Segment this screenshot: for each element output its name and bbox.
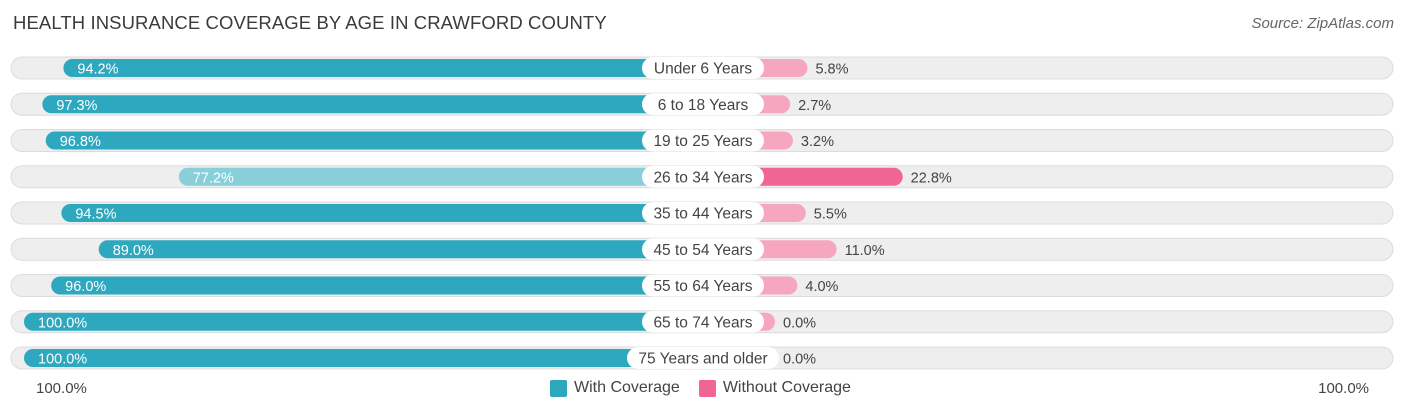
- category-pill-65-to-74-years: [642, 310, 764, 333]
- bar-with-coverage-75-years-and-older: [24, 349, 703, 367]
- value-label-with-coverage-55-to-64-years: 96.0%: [65, 279, 106, 295]
- chart-plot: Under 6 Years 94.2% 5.8% 6 to 18 Years 97.3%…: [10, 56, 1394, 370]
- value-label-with-coverage-under-6-years: 94.2%: [77, 62, 118, 78]
- bar-with-coverage-55-to-64-years: [51, 276, 704, 295]
- bar-with-coverage-65-to-74-years: [24, 312, 703, 331]
- value-label-without-coverage-under-6-years: 5.8%: [815, 62, 848, 78]
- chart-title: HEALTH INSURANCE COVERAGE BY AGE IN CRAW…: [13, 12, 607, 33]
- category-label-45-to-54-years: 45 to 54 Years: [653, 242, 752, 259]
- source-label: Source: ZipAtlas.com: [1251, 15, 1394, 32]
- bar-with-coverage-35-to-44-years: [61, 204, 704, 222]
- value-label-without-coverage-75-years-and-older: 0.0%: [783, 352, 816, 368]
- legend-swatch-with-coverage: [550, 379, 567, 397]
- value-label-without-coverage-6-to-18-years: 2.7%: [798, 98, 831, 114]
- legend-label-without-coverage: Without Coverage: [722, 379, 851, 396]
- legend-item-without-coverage: Without Coverage: [698, 379, 851, 397]
- category-pill-under-6-years: [642, 57, 764, 79]
- value-label-with-coverage-6-to-18-years: 97.3%: [56, 98, 97, 114]
- value-label-without-coverage-19-to-25-years: 3.2%: [801, 134, 834, 150]
- category-pill-55-to-64-years: [642, 274, 764, 297]
- bar-with-coverage-19-to-25-years: [45, 131, 703, 150]
- category-pill-19-to-25-years: [642, 129, 764, 152]
- category-label-65-to-74-years: 65 to 74 Years: [653, 314, 752, 331]
- legend: With Coverage Without Coverage: [550, 379, 870, 397]
- category-label-6-to-18-years: 6 to 18 Years: [658, 97, 749, 114]
- bar-with-coverage-45-to-54-years: [98, 240, 703, 259]
- category-pill-45-to-54-years: [642, 238, 764, 261]
- axis-right-label: 100.0%: [1318, 380, 1369, 397]
- value-label-without-coverage-26-to-34-years: 22.8%: [911, 170, 952, 186]
- legend-swatch-without-coverage: [698, 379, 716, 397]
- value-label-with-coverage-19-to-25-years: 96.8%: [60, 134, 101, 150]
- bar-with-coverage-26-to-34-years: [178, 167, 703, 186]
- category-pill-6-to-18-years: [642, 93, 764, 116]
- category-pill-75-years-and-older: [627, 347, 779, 369]
- axis-left-label: 100.0%: [36, 380, 87, 397]
- value-label-without-coverage-65-to-74-years: 0.0%: [783, 315, 816, 331]
- category-label-55-to-64-years: 55 to 64 Years: [653, 278, 752, 295]
- category-pill-26-to-34-years: [642, 165, 764, 188]
- value-label-with-coverage-26-to-34-years: 77.2%: [193, 170, 234, 186]
- category-label-75-years-and-older: 75 Years and older: [638, 351, 767, 368]
- value-label-without-coverage-55-to-64-years: 4.0%: [805, 279, 838, 295]
- category-label-19-to-25-years: 19 to 25 Years: [653, 133, 752, 150]
- value-label-without-coverage-35-to-44-years: 5.5%: [814, 207, 847, 223]
- value-label-with-coverage-75-years-and-older: 100.0%: [38, 352, 87, 368]
- value-label-with-coverage-35-to-44-years: 94.5%: [75, 207, 116, 223]
- bar-with-coverage-6-to-18-years: [42, 95, 703, 114]
- legend-item-with-coverage: With Coverage: [550, 379, 680, 397]
- value-label-with-coverage-45-to-54-years: 89.0%: [113, 243, 154, 259]
- category-pill-35-to-44-years: [642, 202, 764, 224]
- value-label-without-coverage-45-to-54-years: 11.0%: [845, 243, 885, 259]
- value-label-with-coverage-65-to-74-years: 100.0%: [38, 315, 87, 331]
- category-label-35-to-44-years: 35 to 44 Years: [653, 206, 752, 223]
- category-label-26-to-34-years: 26 to 34 Years: [653, 169, 752, 186]
- legend-label-with-coverage: With Coverage: [574, 379, 680, 396]
- category-label-under-6-years: Under 6 Years: [654, 61, 752, 78]
- bar-with-coverage-under-6-years: [63, 59, 703, 77]
